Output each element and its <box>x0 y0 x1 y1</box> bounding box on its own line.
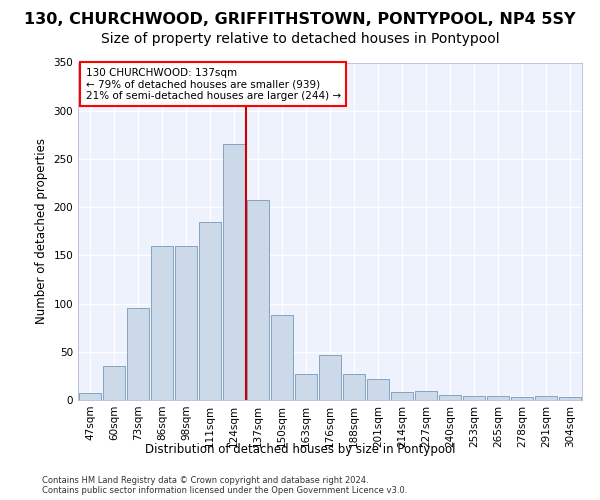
Text: 130 CHURCHWOOD: 137sqm
← 79% of detached houses are smaller (939)
21% of semi-de: 130 CHURCHWOOD: 137sqm ← 79% of detached… <box>86 68 341 101</box>
Bar <box>439 395 461 400</box>
Bar <box>343 374 365 400</box>
Bar <box>415 392 437 400</box>
Bar <box>223 144 245 400</box>
Bar <box>487 396 509 400</box>
Bar <box>127 308 149 400</box>
Bar <box>151 246 173 400</box>
Bar <box>295 374 317 400</box>
Text: Contains public sector information licensed under the Open Government Licence v3: Contains public sector information licen… <box>42 486 407 495</box>
Bar <box>463 396 485 400</box>
Text: Contains HM Land Registry data © Crown copyright and database right 2024.: Contains HM Land Registry data © Crown c… <box>42 476 368 485</box>
Bar <box>391 392 413 400</box>
Bar <box>103 366 125 400</box>
Bar <box>175 246 197 400</box>
Bar <box>367 379 389 400</box>
Bar <box>511 397 533 400</box>
Bar <box>535 396 557 400</box>
Bar <box>199 222 221 400</box>
Y-axis label: Number of detached properties: Number of detached properties <box>35 138 48 324</box>
Bar <box>247 200 269 400</box>
Bar <box>271 315 293 400</box>
Bar <box>79 393 101 400</box>
Bar <box>319 354 341 400</box>
Bar <box>559 397 581 400</box>
Text: Distribution of detached houses by size in Pontypool: Distribution of detached houses by size … <box>145 442 455 456</box>
Text: 130, CHURCHWOOD, GRIFFITHSTOWN, PONTYPOOL, NP4 5SY: 130, CHURCHWOOD, GRIFFITHSTOWN, PONTYPOO… <box>24 12 576 28</box>
Text: Size of property relative to detached houses in Pontypool: Size of property relative to detached ho… <box>101 32 499 46</box>
